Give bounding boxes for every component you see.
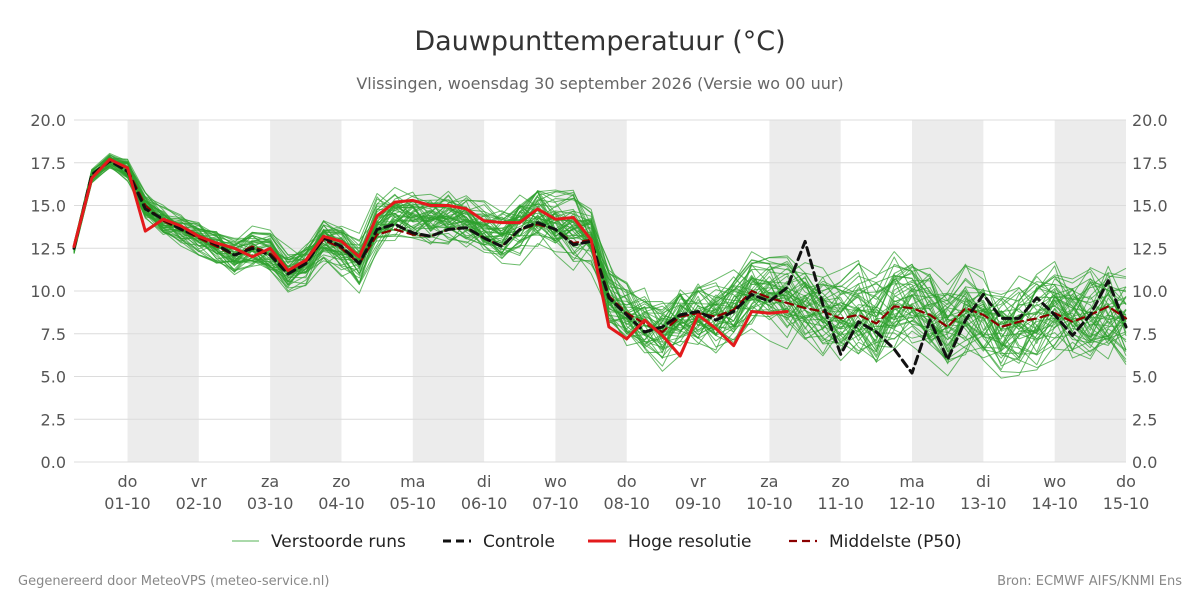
legend-label-hires: Hoge resolutie [628, 532, 752, 552]
ensemble-run-line [73, 162, 1127, 359]
y-tick-label-left: 12.5 [30, 239, 66, 258]
x-tick-day: zo [332, 472, 350, 491]
y-tick-label-right: 17.5 [1132, 154, 1168, 173]
series-line-hoge-resolutie [72, 157, 789, 358]
x-tick-date: 05-10 [390, 494, 437, 513]
legend-label-control: Controle [483, 532, 555, 552]
y-tick-label-right: 20.0 [1132, 111, 1168, 130]
chart-title: Dauwpunttemperatuur (°C) [414, 26, 785, 57]
x-tick-date: 03-10 [247, 494, 294, 513]
ensemble-run-line [73, 163, 1127, 344]
x-tick-date: 06-10 [461, 494, 508, 513]
x-tick-date: 10-10 [746, 494, 793, 513]
footer-generator: Gegenereerd door MeteoVPS (meteo-service… [18, 574, 329, 589]
y-tick-label-right: 2.5 [1132, 410, 1157, 429]
x-tick-day: za [760, 472, 778, 491]
x-tick-day: do [617, 472, 637, 491]
x-tick-day: do [1116, 472, 1136, 491]
y-tick-label-right: 10.0 [1132, 282, 1168, 301]
ensemble-run-line [73, 160, 1127, 352]
ensemble-run-line [73, 157, 1127, 360]
x-tick-day: di [976, 472, 991, 491]
ensemble-run-line [73, 152, 1127, 371]
x-tick-day: wo [1043, 472, 1066, 491]
y-tick-label-left: 17.5 [30, 154, 66, 173]
y-tick-label-left: 10.0 [30, 282, 66, 301]
y-tick-label-left: 15.0 [30, 197, 66, 216]
x-tick-date: 01-10 [104, 494, 151, 513]
y-tick-label-right: 15.0 [1132, 197, 1168, 216]
x-tick-date: 13-10 [960, 494, 1007, 513]
x-tick-day: do [118, 472, 138, 491]
x-tick-date: 15-10 [1103, 494, 1150, 513]
x-tick-date: 12-10 [889, 494, 936, 513]
x-tick-date: 04-10 [318, 494, 365, 513]
x-tick-day: di [477, 472, 492, 491]
y-tick-label-right: 12.5 [1132, 239, 1168, 258]
legend-label-perturbed: Verstoorde runs [271, 532, 406, 552]
x-tick-day: za [261, 472, 279, 491]
legend: Verstoorde runs Controle Hoge resolutie … [232, 532, 962, 552]
y-tick-label-left: 7.5 [41, 325, 66, 344]
x-tick-day: vr [690, 472, 706, 491]
x-tick-day: wo [544, 472, 567, 491]
x-tick-day: vr [191, 472, 207, 491]
x-tick-date: 14-10 [1031, 494, 1078, 513]
y-tick-label-right: 7.5 [1132, 325, 1157, 344]
x-tick-date: 09-10 [675, 494, 722, 513]
y-tick-label-left: 5.0 [41, 368, 66, 387]
y-tick-label-right: 5.0 [1132, 368, 1157, 387]
y-tick-label-left: 20.0 [30, 111, 66, 130]
y-tick-label-left: 2.5 [41, 410, 66, 429]
y-tick-label-left: 0.0 [41, 453, 66, 472]
x-tick-date: 02-10 [176, 494, 223, 513]
x-tick-date: 08-10 [603, 494, 650, 513]
footer-source: Bron: ECMWF AIFS/KNMI Ens [997, 574, 1182, 589]
x-tick-date: 07-10 [532, 494, 579, 513]
main-series [72, 157, 1128, 375]
chart-subtitle: Vlissingen, woensdag 30 september 2026 (… [356, 74, 843, 93]
x-tick-day: ma [400, 472, 425, 491]
legend-label-median: Middelste (P50) [829, 532, 962, 552]
x-tick-day: ma [899, 472, 924, 491]
x-tick-date: 11-10 [817, 494, 864, 513]
y-tick-label-right: 0.0 [1132, 453, 1157, 472]
series-line-controle [72, 159, 1128, 375]
axes: 0.0 0.0 2.5 2.5 5.0 5.0 7.5 7.5 10.0 10.0 12.5 12.5… [30, 111, 1167, 513]
x-tick-day: zo [832, 472, 850, 491]
